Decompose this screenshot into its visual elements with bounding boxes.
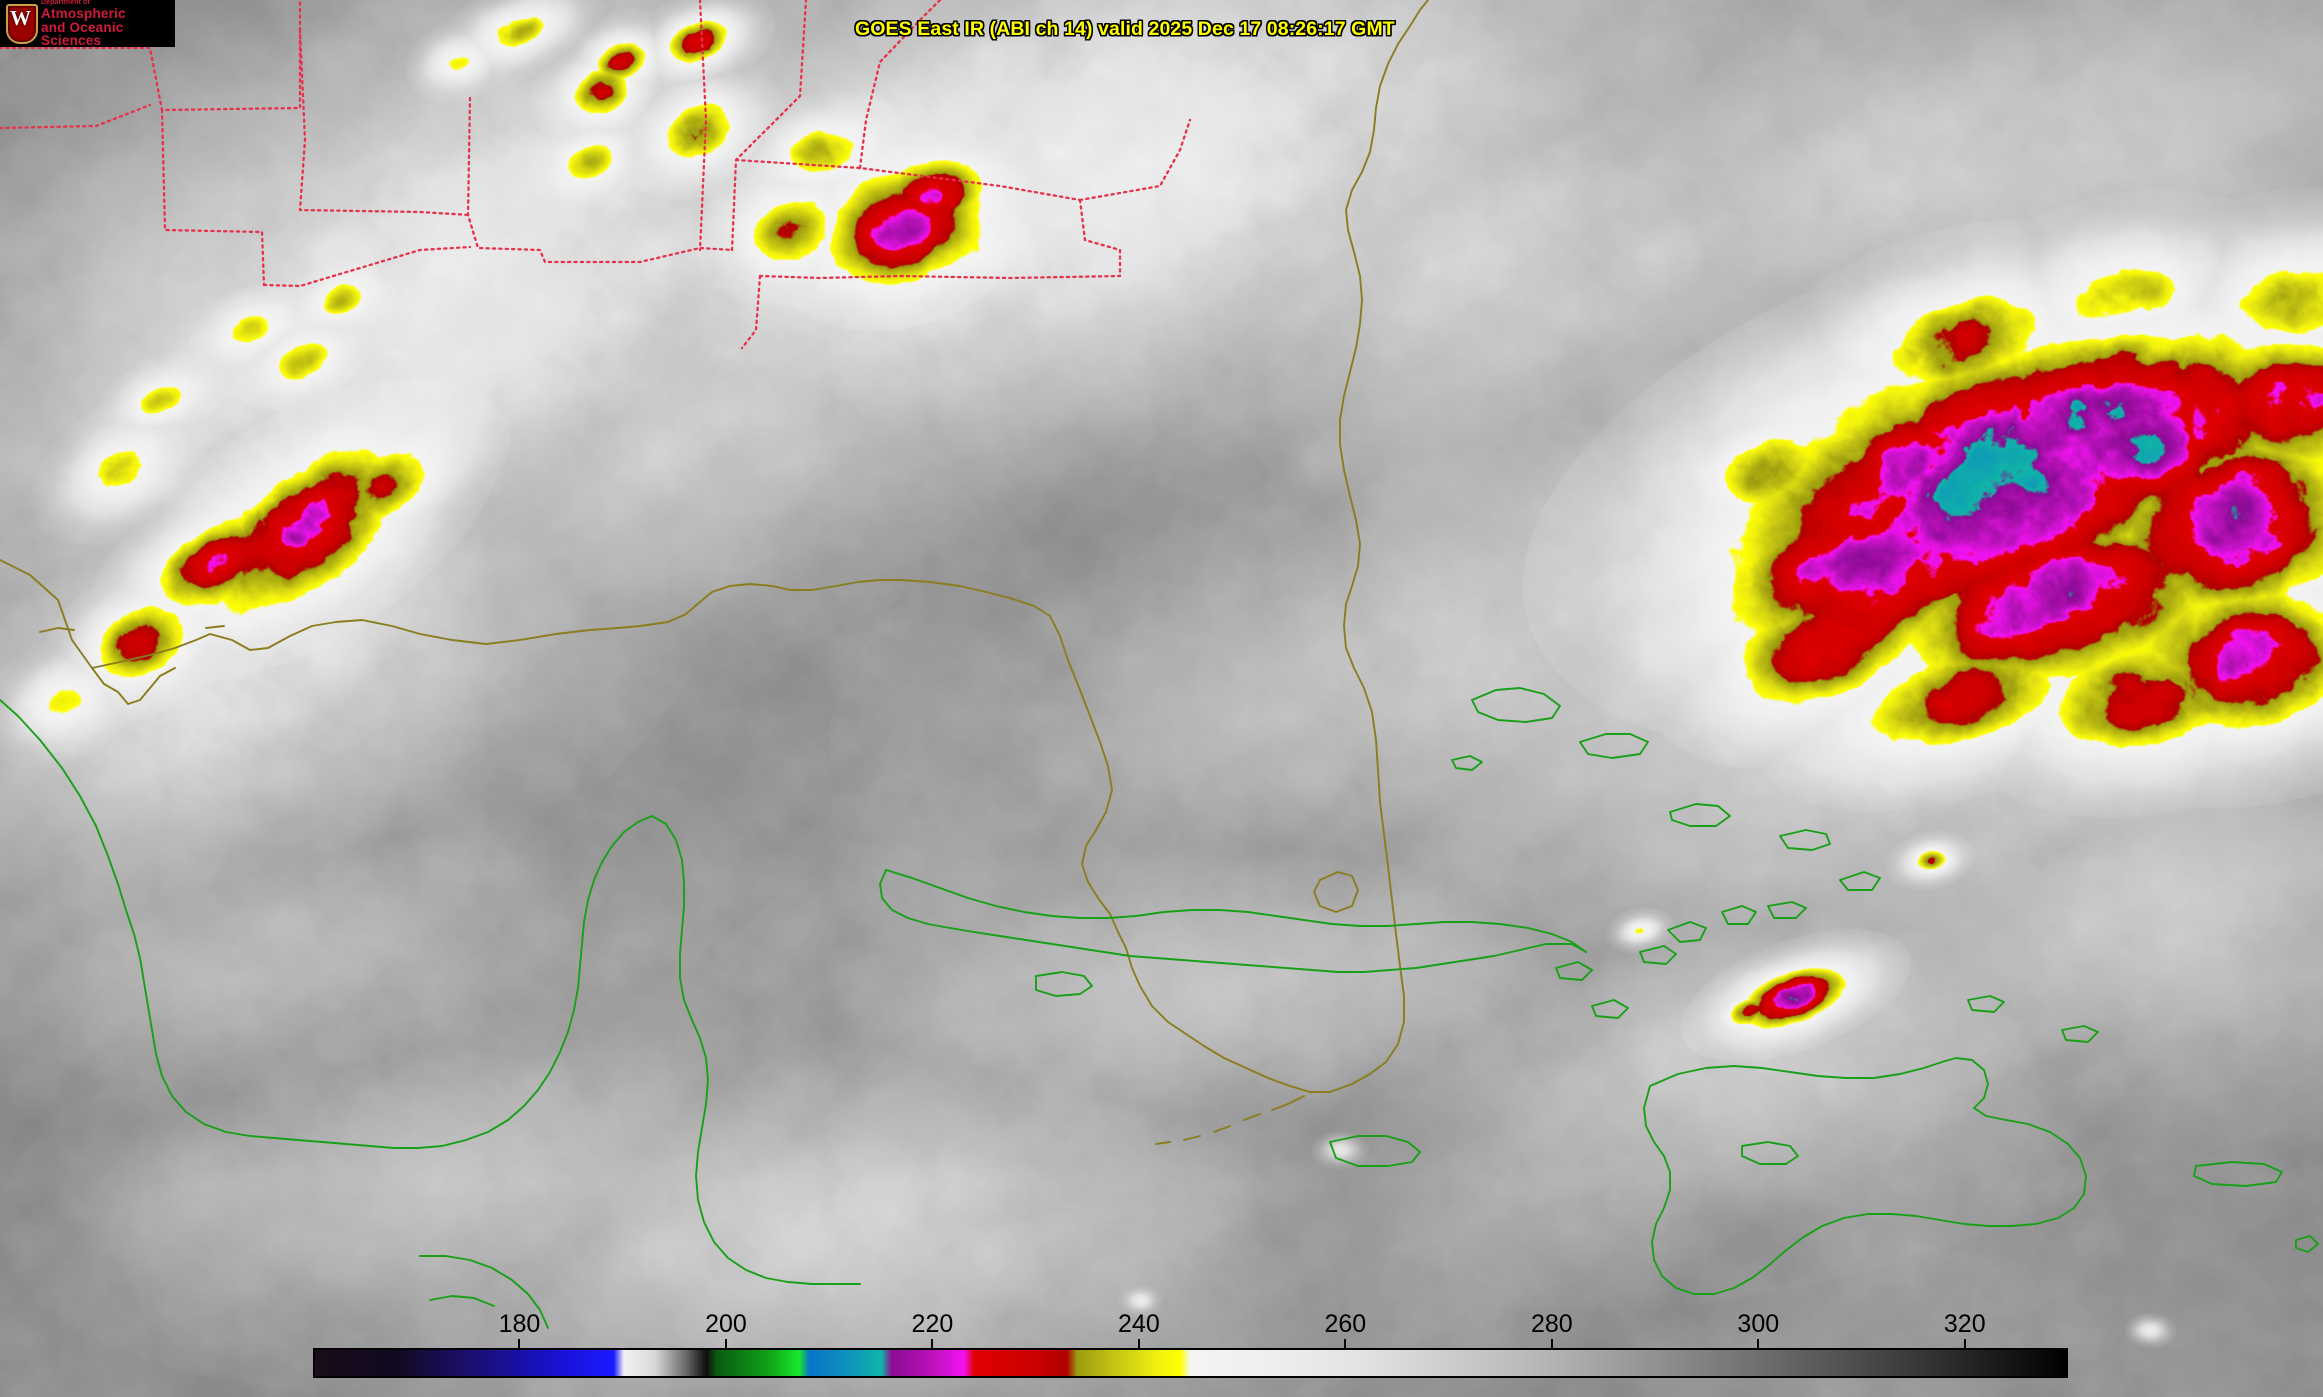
us-coastline-1 xyxy=(1049,615,1311,1093)
us-coastline-8 xyxy=(1313,871,1359,913)
state-border-6 xyxy=(698,0,708,252)
foreign-coastline-24 xyxy=(2061,1025,2099,1043)
foreign-coastline-23 xyxy=(1967,995,2005,1013)
crest-letter: W xyxy=(10,6,31,30)
foreign-coastline-6 xyxy=(1035,971,1093,997)
uw-crest-icon: W xyxy=(3,2,38,45)
us-coastline-0 xyxy=(0,559,1051,669)
state-border-10 xyxy=(1078,118,1192,202)
foreign-coastline-10 xyxy=(2193,1161,2283,1187)
state-border-11 xyxy=(740,274,762,350)
us-coastline-11 xyxy=(205,625,225,629)
foreign-coastline-16 xyxy=(1555,961,1593,981)
us-coastline-3 xyxy=(1271,1095,1305,1111)
foreign-coastline-13 xyxy=(1767,901,1807,919)
us-coastline-7 xyxy=(1155,1141,1171,1145)
foreign-coastline-22 xyxy=(1451,755,1483,771)
logo-oceanic-line: and Oceanic Sciences xyxy=(41,19,124,49)
foreign-coastline-18 xyxy=(1471,687,1561,723)
foreign-coastline-19 xyxy=(1579,733,1649,759)
us-coastline-5 xyxy=(1213,1125,1231,1133)
us-coastline-10 xyxy=(39,627,75,633)
state-border-7 xyxy=(730,0,808,252)
state-border-1 xyxy=(0,103,152,130)
state-border-2 xyxy=(298,28,472,217)
foreign-coastline-20 xyxy=(1669,803,1731,827)
foreign-coastline-21 xyxy=(1779,829,1831,851)
state-border-8 xyxy=(734,158,1082,202)
foreign-coastline-3 xyxy=(429,1295,495,1307)
colorbar-gradient xyxy=(315,1350,2066,1376)
foreign-coastlines xyxy=(0,687,2319,1329)
foreign-coastline-0 xyxy=(0,699,653,1149)
foreign-coastline-8 xyxy=(1643,1057,2087,1295)
us-coastline-2 xyxy=(1309,0,1429,1093)
foreign-coastline-11 xyxy=(1667,921,1707,943)
foreign-coastline-15 xyxy=(1591,999,1629,1019)
product-title: GOES East IR (ABI ch 14) valid 2025 Dec … xyxy=(855,18,1395,40)
temperature-colorbar[interactable] xyxy=(313,1348,2068,1378)
state-border-5 xyxy=(466,96,734,264)
foreign-coastline-17 xyxy=(1839,871,1881,891)
state-border-9 xyxy=(758,198,1122,280)
foreign-coastline-25 xyxy=(2295,1235,2319,1253)
state-border-4 xyxy=(262,245,472,288)
foreign-coastline-7 xyxy=(1329,1135,1421,1167)
foreign-coastline-1 xyxy=(651,815,861,1285)
us-coastline xyxy=(0,0,1429,1145)
logo-department-line: Department of xyxy=(41,0,90,7)
us-coastline-6 xyxy=(1183,1135,1201,1141)
logo-atmospheric-line: Atmospheric xyxy=(41,6,126,22)
us-coastline-9 xyxy=(91,667,176,705)
state-border-3 xyxy=(160,108,266,287)
foreign-coastline-9 xyxy=(1741,1141,1799,1165)
us-coastline-4 xyxy=(1243,1113,1261,1121)
foreign-coastline-4 xyxy=(885,869,1587,953)
uw-aos-logo: W Department of Atmospheric and Oceanic … xyxy=(0,0,175,49)
foreign-coastline-2 xyxy=(419,1255,549,1329)
foreign-coastline-5 xyxy=(879,869,1587,973)
state-border-12 xyxy=(858,0,942,170)
foreign-coastline-12 xyxy=(1721,905,1757,925)
us-state-boundaries xyxy=(0,0,1192,350)
foreign-coastline-14 xyxy=(1639,945,1677,965)
